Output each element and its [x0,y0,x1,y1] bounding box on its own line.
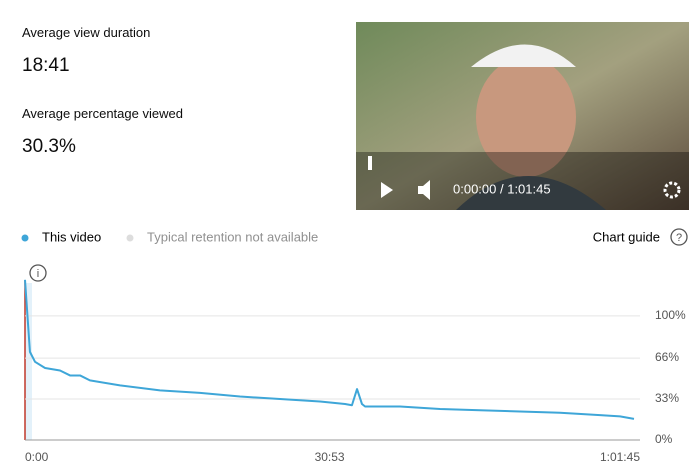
metric-value: 30.3% [22,136,76,157]
info-icon-glyph: i [37,268,39,280]
legend-dot [126,234,134,242]
highlight-band [25,283,32,440]
x-tick-label: 30:53 [315,450,345,464]
metric-label: Average view duration [22,25,151,40]
y-tick-label: 66% [655,350,679,364]
legend-label[interactable]: This video [42,229,101,244]
volume-button[interactable] [418,180,430,200]
legend-label: Typical retention not available [147,229,318,244]
y-tick-label: 100% [655,308,686,322]
thumbnail-shirt [456,176,606,210]
video-player[interactable]: 0:00:00 / 1:01:45 [356,22,689,210]
y-tick-label: 0% [655,432,673,446]
thumbnail-cap [471,44,576,67]
x-tick-label: 0:00 [25,450,49,464]
retention-line [24,279,635,420]
help-icon-glyph: ? [676,232,682,244]
info-icon[interactable] [29,264,47,282]
thumbnail-figure [476,57,576,177]
scrubber[interactable] [368,156,372,170]
x-tick-label: 1:01:45 [600,450,640,464]
controls-bg [356,152,689,210]
metric-label: Average percentage viewed [22,106,183,121]
settings-button[interactable] [663,181,681,199]
y-tick-label: 33% [655,391,679,405]
metric-value: 18:41 [22,55,70,76]
play-button[interactable] [381,182,393,198]
help-icon[interactable] [670,228,688,246]
chart-guide-link[interactable]: Chart guide [593,229,660,244]
time-display: 0:00:00 / 1:01:45 [453,181,551,196]
legend-dot [21,234,29,242]
